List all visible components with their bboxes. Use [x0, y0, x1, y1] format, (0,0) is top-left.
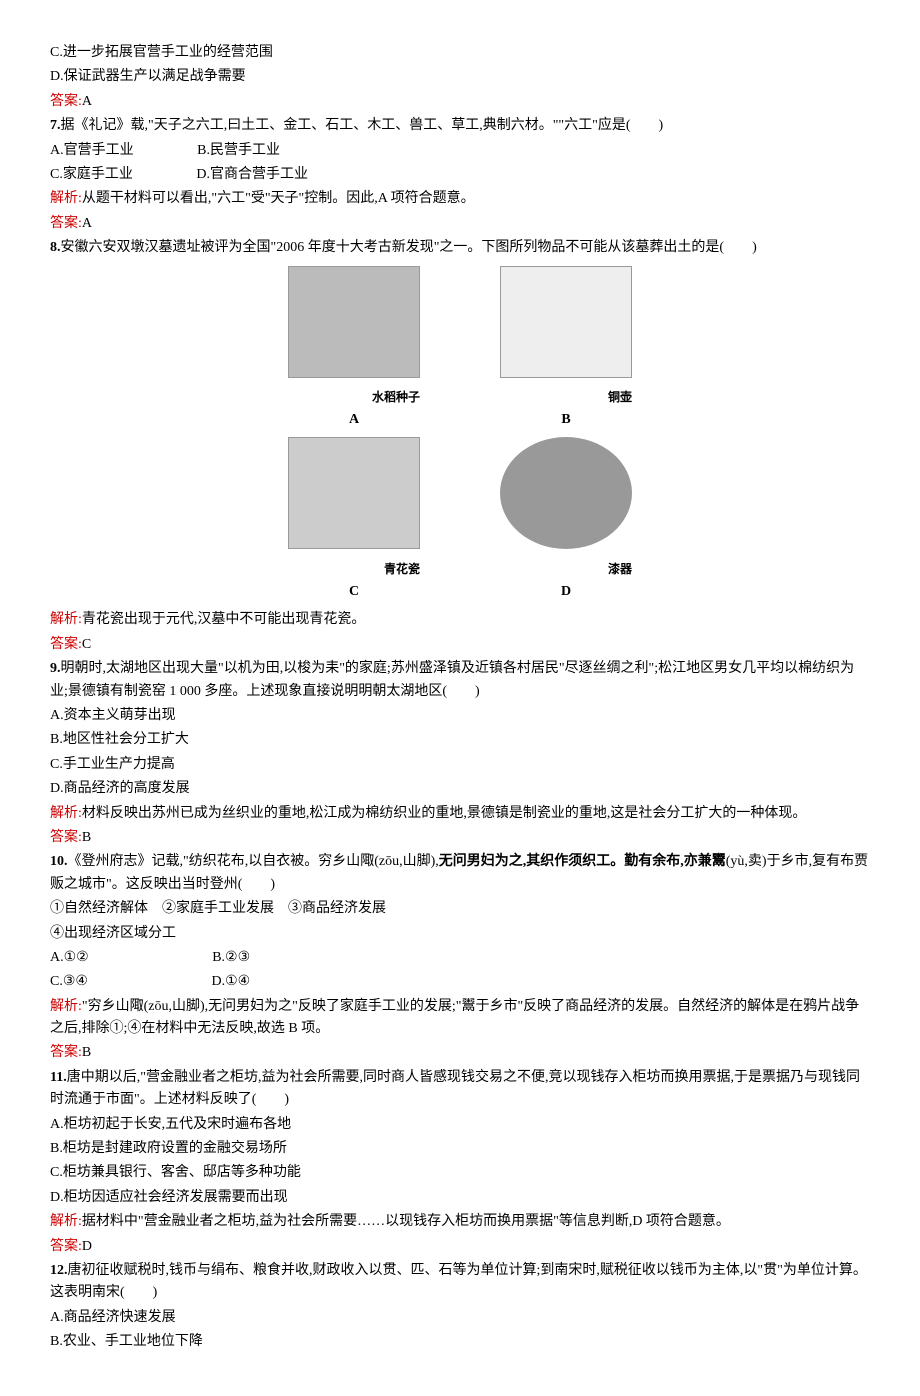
q9-answer: 答案:B — [50, 827, 870, 849]
answer-label: 答案: — [50, 637, 82, 652]
answer-label: 答案: — [50, 1239, 82, 1254]
figure-d: 漆器 D — [500, 437, 632, 603]
q7-answer: 答案:A — [50, 213, 870, 235]
q7-options-row2: C.家庭手工业 D.官商合营手工业 — [50, 164, 870, 186]
q9-option-a: A.资本主义萌芽出现 — [50, 705, 870, 727]
answer-value: B — [82, 830, 91, 845]
figure-c-caption: 青花瓷 — [384, 560, 420, 579]
q12-option-b: B.农业、手工业地位下降 — [50, 1331, 870, 1353]
answer-label: 答案: — [50, 830, 82, 845]
q10-explanation: 解析:"穷乡山陬(zōu,山脚),无问男妇为之"反映了家庭手工业的发展;"鬻于乡… — [50, 996, 870, 1041]
explanation-text: 材料反映出苏州已成为丝织业的重地,松江成为棉纺织业的重地,景德镇是制瓷业的重地,… — [82, 806, 807, 821]
explanation-text: "穷乡山陬(zōu,山脚),无问男妇为之"反映了家庭手工业的发展;"鬻于乡市"反… — [50, 999, 859, 1036]
q6-answer: 答案:A — [50, 91, 870, 113]
q12-stem-text: 唐初征收赋税时,钱币与绢布、粮食并收,财政收入以贯、匹、石等为单位计算;到南宋时… — [50, 1263, 867, 1300]
answer-label: 答案: — [50, 1045, 82, 1060]
figure-b-image — [500, 266, 632, 378]
q7-options-row1: A.官营手工业 B.民营手工业 — [50, 140, 870, 162]
q10-options-row1: A.①② B.②③ — [50, 947, 870, 969]
q9-option-b: B.地区性社会分工扩大 — [50, 729, 870, 751]
q10-options-row2: C.③④ D.①④ — [50, 971, 870, 993]
q8-stem: 8.安徽六安双墩汉墓遗址被评为全国"2006 年度十大考古新发现"之一。下图所列… — [50, 237, 870, 259]
figure-b-label: B — [500, 409, 632, 431]
explanation-label: 解析: — [50, 1214, 82, 1229]
q11-explanation: 解析:据材料中"营金融业者之柜坊,益为社会所需要……以现钱存入柜坊而换用票据"等… — [50, 1211, 870, 1233]
q9-option-c: C.手工业生产力提高 — [50, 754, 870, 776]
figure-a-image — [288, 266, 420, 378]
q6-option-c: C.进一步拓展官营手工业的经营范围 — [50, 42, 870, 64]
answer-value: D — [82, 1239, 92, 1254]
q11-option-b: B.柜坊是封建政府设置的金融交易场所 — [50, 1138, 870, 1160]
q8-figures-row1: 水稻种子 A 铜壶 B — [50, 266, 870, 432]
figure-a-label: A — [288, 409, 420, 431]
q6-option-d: D.保证武器生产以满足战争需要 — [50, 66, 870, 88]
q10-items2: ④出现经济区域分工 — [50, 923, 870, 945]
q8-answer: 答案:C — [50, 634, 870, 656]
explanation-text: 据材料中"营金融业者之柜坊,益为社会所需要……以现钱存入柜坊而换用票据"等信息判… — [82, 1214, 730, 1229]
figure-c-label: C — [288, 581, 420, 603]
figure-d-label: D — [500, 581, 632, 603]
explanation-label: 解析: — [50, 999, 82, 1014]
q10-option-d: D.①④ — [211, 971, 250, 993]
explanation-label: 解析: — [50, 806, 82, 821]
q10-stem-text1: 《登州府志》记载,"纺织花布,以自衣被。穷乡山陬(zōu,山脚), — [68, 854, 439, 869]
q7-explanation: 解析:从题干材料可以看出,"六工"受"天子"控制。因此,A 项符合题意。 — [50, 188, 870, 210]
q11-answer: 答案:D — [50, 1236, 870, 1258]
q10-answer: 答案:B — [50, 1042, 870, 1064]
q7-option-a: A.官营手工业 — [50, 140, 134, 162]
q12-option-a: A.商品经济快速发展 — [50, 1307, 870, 1329]
explanation-label: 解析: — [50, 191, 82, 206]
q7-option-c: C.家庭手工业 — [50, 164, 133, 186]
q10-items1: ①自然经济解体 ②家庭手工业发展 ③商品经济发展 — [50, 898, 870, 920]
explanation-label: 解析: — [50, 612, 82, 627]
figure-d-caption: 漆器 — [608, 560, 632, 579]
q10-option-c: C.③④ — [50, 971, 88, 993]
figure-b: 铜壶 B — [500, 266, 632, 432]
figure-b-caption: 铜壶 — [608, 388, 632, 407]
q11-stem-text: 唐中期以后,"营金融业者之柜坊,益为社会所需要,同时商人皆感现钱交易之不便,竞以… — [50, 1070, 860, 1107]
figure-a: 水稻种子 A — [288, 266, 420, 432]
figure-a-caption: 水稻种子 — [372, 388, 420, 407]
q11-option-c: C.柜坊兼具银行、客舍、邸店等多种功能 — [50, 1162, 870, 1184]
answer-label: 答案: — [50, 94, 82, 109]
explanation-text: 从题干材料可以看出,"六工"受"天子"控制。因此,A 项符合题意。 — [82, 191, 475, 206]
q8-figures-row2: 青花瓷 C 漆器 D — [50, 437, 870, 603]
q9-option-d: D.商品经济的高度发展 — [50, 778, 870, 800]
q8-stem-text: 安徽六安双墩汉墓遗址被评为全国"2006 年度十大考古新发现"之一。下图所列物品… — [61, 240, 757, 255]
figure-d-image — [500, 437, 632, 549]
q8-explanation: 解析:青花瓷出现于元代,汉墓中不可能出现青花瓷。 — [50, 609, 870, 631]
q12-stem: 12.唐初征收赋税时,钱币与绢布、粮食并收,财政收入以贯、匹、石等为单位计算;到… — [50, 1260, 870, 1305]
q11-stem: 11.唐中期以后,"营金融业者之柜坊,益为社会所需要,同时商人皆感现钱交易之不便… — [50, 1067, 870, 1112]
q11-option-a: A.柜坊初起于长安,五代及宋时遍布各地 — [50, 1114, 870, 1136]
q10-stem: 10.《登州府志》记载,"纺织花布,以自衣被。穷乡山陬(zōu,山脚),无问男妇… — [50, 851, 870, 896]
answer-value: B — [82, 1045, 91, 1060]
q7-option-d: D.官商合营手工业 — [196, 164, 308, 186]
q10-option-b: B.②③ — [212, 947, 250, 969]
answer-value: A — [82, 216, 92, 231]
figure-c-image — [288, 437, 420, 549]
figure-c: 青花瓷 C — [288, 437, 420, 603]
answer-label: 答案: — [50, 216, 82, 231]
explanation-text: 青花瓷出现于元代,汉墓中不可能出现青花瓷。 — [82, 612, 366, 627]
q10-stem-bold: 无问男妇为之,其织作须织工。勤有余布,亦兼鬻 — [439, 854, 726, 869]
q9-stem: 9.明朝时,太湖地区出现大量"以机为田,以梭为耒"的家庭;苏州盛泽镇及近镇各村居… — [50, 658, 870, 703]
q9-explanation: 解析:材料反映出苏州已成为丝织业的重地,松江成为棉纺织业的重地,景德镇是制瓷业的… — [50, 803, 870, 825]
q7-stem: 7.据《礼记》载,"天子之六工,曰土工、金工、石工、木工、兽工、草工,典制六材。… — [50, 115, 870, 137]
answer-value: C — [82, 637, 91, 652]
q7-option-b: B.民营手工业 — [197, 140, 280, 162]
answer-value: A — [82, 94, 92, 109]
q7-stem-text: 据《礼记》载,"天子之六工,曰土工、金工、石工、木工、兽工、草工,典制六材。""… — [61, 118, 664, 133]
q9-stem-text: 明朝时,太湖地区出现大量"以机为田,以梭为耒"的家庭;苏州盛泽镇及近镇各村居民"… — [50, 661, 854, 698]
q10-option-a: A.①② — [50, 947, 89, 969]
q11-option-d: D.柜坊因适应社会经济发展需要而出现 — [50, 1187, 870, 1209]
